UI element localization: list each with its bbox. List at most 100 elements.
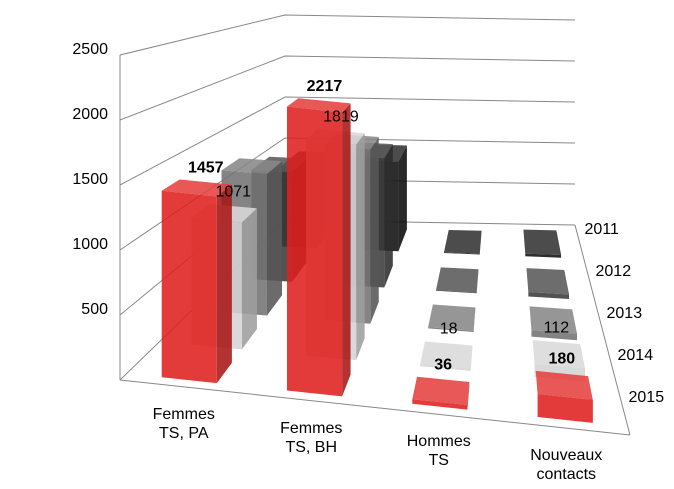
bar-top bbox=[428, 304, 476, 331]
bar-top-shade bbox=[436, 267, 479, 293]
x-tick-label: Femmes TS, BH bbox=[280, 419, 343, 456]
bar bbox=[420, 341, 473, 371]
data-label: 2217 bbox=[307, 78, 343, 95]
data-label: 36 bbox=[434, 357, 452, 374]
bar-front bbox=[420, 363, 471, 371]
bar-shade bbox=[370, 137, 379, 324]
bar-shade bbox=[467, 381, 470, 410]
bar-top-shade bbox=[529, 306, 577, 334]
bar bbox=[286, 98, 351, 397]
bar-shade bbox=[356, 133, 365, 361]
bar bbox=[526, 268, 569, 299]
bar-top-shade bbox=[443, 229, 482, 254]
x-tick-label: Femmes TS, PA bbox=[152, 405, 215, 442]
bar-side bbox=[467, 381, 470, 410]
bar-shade bbox=[342, 103, 351, 397]
bar-top bbox=[221, 158, 283, 174]
data-label: 112 bbox=[544, 319, 570, 336]
bar-top-shade bbox=[532, 340, 585, 369]
y-tick-label: 1500 bbox=[72, 171, 108, 188]
bar bbox=[529, 306, 577, 341]
x-tick-label: Nouveaux contacts bbox=[530, 447, 603, 484]
bar-shade bbox=[398, 145, 407, 252]
y-tick-label: 2500 bbox=[72, 41, 108, 58]
bar-side bbox=[241, 208, 257, 350]
floor-edge bbox=[119, 379, 631, 436]
bar-side bbox=[470, 345, 473, 371]
grid-line bbox=[119, 96, 576, 186]
bar-front bbox=[531, 330, 577, 341]
bar-side bbox=[266, 161, 283, 316]
bar-top-shade bbox=[161, 179, 232, 197]
bar-shade bbox=[473, 307, 476, 333]
bar-side bbox=[370, 137, 379, 324]
bar-shade bbox=[384, 144, 393, 288]
bar-side bbox=[476, 269, 479, 294]
data-label: 18 bbox=[440, 321, 458, 338]
series-label: 2015 bbox=[629, 389, 665, 406]
bar bbox=[523, 229, 562, 258]
bar-top-shade bbox=[428, 304, 476, 331]
bar-top bbox=[526, 268, 569, 295]
bar-top bbox=[436, 267, 479, 293]
series-label: 2013 bbox=[607, 305, 643, 322]
bar-shade bbox=[241, 208, 257, 350]
bar bbox=[428, 304, 476, 333]
bar bbox=[535, 370, 593, 423]
bar-top bbox=[443, 229, 482, 254]
bar-front bbox=[525, 253, 562, 258]
bar-top-shade bbox=[286, 98, 351, 113]
bar-top bbox=[161, 179, 232, 197]
bar-top bbox=[286, 98, 351, 113]
bar-front bbox=[286, 106, 343, 397]
bar-front bbox=[436, 289, 477, 294]
grid-line bbox=[119, 14, 576, 56]
series-label: 2011 bbox=[585, 221, 620, 238]
bar-top-shade bbox=[420, 341, 473, 369]
bar-top-shade bbox=[535, 370, 593, 400]
bar-top bbox=[523, 229, 562, 255]
bar-top bbox=[532, 340, 585, 369]
x-tick-label: Hommes TS bbox=[406, 433, 471, 470]
bar-top bbox=[412, 376, 470, 406]
bar-side bbox=[473, 307, 476, 333]
bar-shade bbox=[216, 184, 232, 384]
bar-side bbox=[216, 184, 232, 384]
bar bbox=[161, 179, 232, 384]
bar-side bbox=[384, 144, 393, 288]
bar-shade bbox=[476, 269, 479, 294]
series-label: 2014 bbox=[618, 347, 654, 364]
bar-top bbox=[420, 341, 473, 369]
bar-top-shade bbox=[523, 229, 562, 255]
y-tick-label: 500 bbox=[81, 301, 108, 318]
bar-top bbox=[535, 370, 593, 400]
bar-top bbox=[529, 306, 577, 334]
bar-shade bbox=[479, 230, 482, 255]
bar-front bbox=[412, 399, 468, 410]
series-label: 2012 bbox=[596, 263, 632, 280]
floor-edge bbox=[574, 224, 631, 436]
bar-shade bbox=[266, 161, 283, 316]
bar-front bbox=[537, 394, 593, 423]
bar-side bbox=[342, 103, 351, 397]
bar-side bbox=[356, 133, 365, 361]
data-label: 1071 bbox=[215, 184, 251, 201]
bar-side bbox=[479, 230, 482, 255]
bar bbox=[412, 376, 470, 410]
bar-side bbox=[398, 145, 407, 252]
bar-shade bbox=[470, 345, 473, 371]
bar-front bbox=[528, 291, 569, 299]
data-label: 1457 bbox=[188, 159, 224, 176]
bar-front bbox=[428, 327, 474, 333]
data-label: 1819 bbox=[323, 108, 359, 125]
bar-front bbox=[443, 252, 480, 255]
bar-top-shade bbox=[526, 268, 569, 295]
data-label: 180 bbox=[548, 351, 575, 368]
bar bbox=[443, 229, 482, 255]
y-tick-label: 2000 bbox=[72, 106, 108, 123]
bar bbox=[436, 267, 479, 294]
bar-front bbox=[161, 190, 217, 384]
bar-top-shade bbox=[412, 376, 470, 406]
